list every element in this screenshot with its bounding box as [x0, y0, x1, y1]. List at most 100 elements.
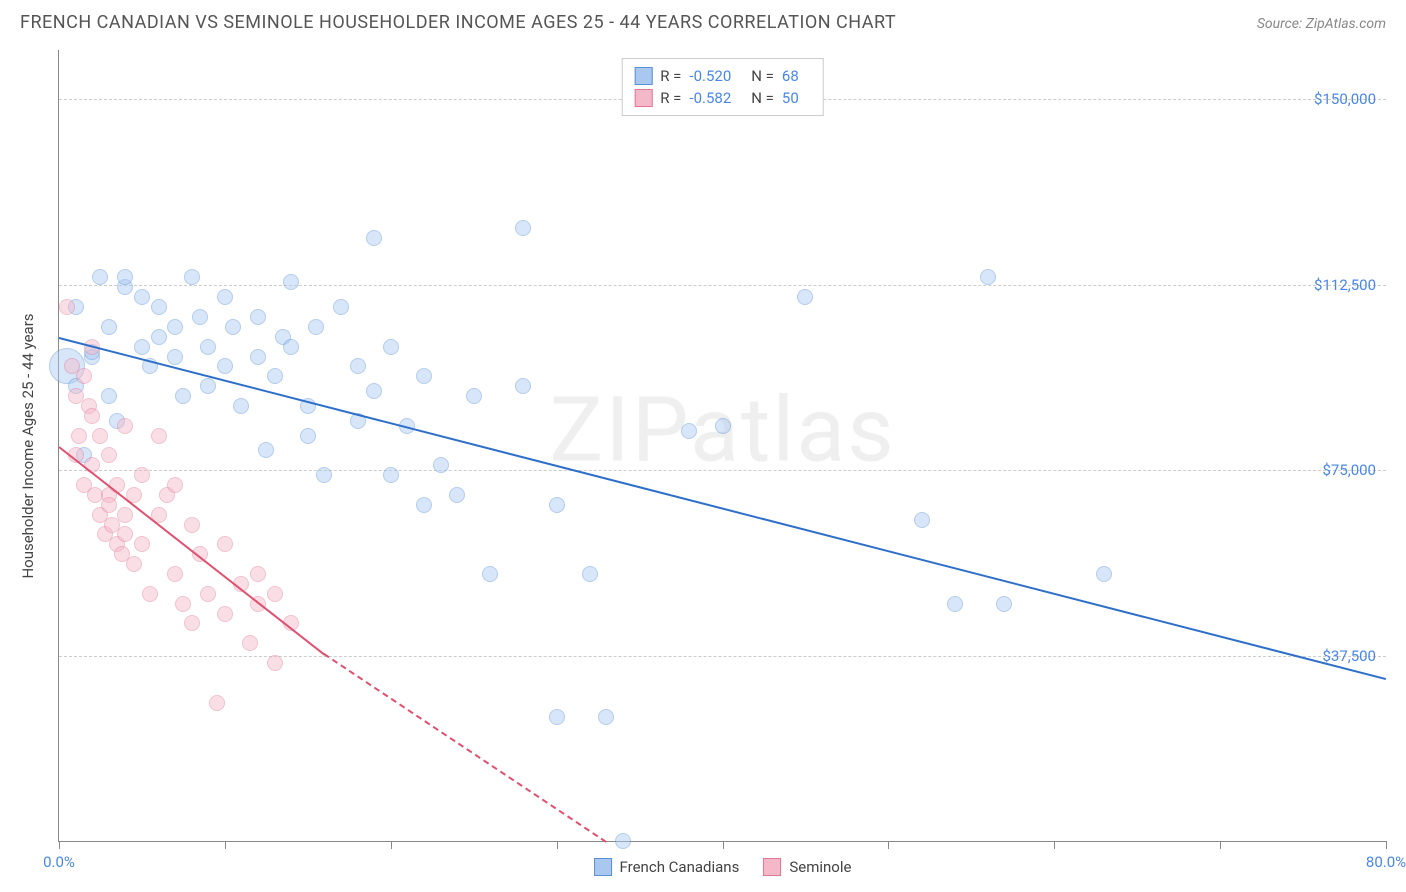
legend-item: Seminole	[763, 858, 851, 876]
scatter-point	[71, 428, 87, 444]
r-value: -0.520	[689, 67, 731, 85]
scatter-point	[258, 442, 274, 458]
x-tick	[723, 841, 724, 849]
legend-row: R =-0.520N =68	[634, 65, 811, 87]
x-tick	[888, 841, 889, 849]
n-value: 50	[782, 89, 799, 107]
scatter-point	[151, 329, 167, 345]
scatter-point	[175, 596, 191, 612]
x-tick	[59, 841, 60, 849]
scatter-point	[126, 556, 142, 572]
scatter-point	[117, 507, 133, 523]
scatter-point	[250, 349, 266, 365]
scatter-point	[217, 606, 233, 622]
scatter-point	[416, 368, 432, 384]
scatter-point	[996, 596, 1012, 612]
source-attribution: Source: ZipAtlas.com	[1257, 16, 1386, 32]
legend-swatch	[594, 858, 612, 876]
scatter-point	[316, 467, 332, 483]
scatter-point	[366, 383, 382, 399]
scatter-point	[184, 615, 200, 631]
scatter-point	[947, 596, 963, 612]
r-label: R =	[660, 89, 681, 107]
x-axis-label: 0.0%	[43, 853, 75, 871]
scatter-point	[242, 635, 258, 651]
scatter-point	[134, 289, 150, 305]
scatter-point	[167, 349, 183, 365]
y-axis-title: Householder Income Ages 25 - 44 years	[19, 313, 37, 578]
scatter-point	[283, 274, 299, 290]
scatter-point	[366, 230, 382, 246]
chart-area: Householder Income Ages 25 - 44 years ZI…	[58, 50, 1386, 842]
scatter-point	[466, 388, 482, 404]
scatter-point	[192, 309, 208, 325]
scatter-point	[333, 299, 349, 315]
n-label: N =	[751, 67, 774, 85]
scatter-point	[300, 428, 316, 444]
scatter-point	[582, 566, 598, 582]
gridline	[59, 470, 1386, 471]
scatter-point	[549, 709, 565, 725]
scatter-point	[267, 586, 283, 602]
scatter-point	[167, 477, 183, 493]
x-tick	[1220, 841, 1221, 849]
scatter-point	[134, 467, 150, 483]
scatter-point	[797, 289, 813, 305]
scatter-point	[59, 299, 75, 315]
scatter-point	[449, 487, 465, 503]
trendline	[324, 653, 607, 843]
x-tick	[1054, 841, 1055, 849]
scatter-point	[184, 269, 200, 285]
scatter-point	[515, 220, 531, 236]
scatter-point	[308, 319, 324, 335]
scatter-point	[383, 339, 399, 355]
gridline	[59, 285, 1386, 286]
source-label: Source:	[1257, 16, 1302, 32]
scatter-point	[615, 833, 631, 849]
scatter-point	[383, 467, 399, 483]
scatter-point	[225, 319, 241, 335]
legend-row: R = -0.582 N = 50	[634, 87, 811, 109]
scatter-point	[76, 368, 92, 384]
legend-swatch	[634, 67, 652, 85]
scatter-point	[117, 418, 133, 434]
scatter-point	[233, 398, 249, 414]
series-legend: French Canadians Seminole	[594, 858, 852, 876]
y-axis-label: $112,500	[1314, 276, 1376, 294]
n-label: N =	[751, 89, 774, 107]
scatter-point	[250, 566, 266, 582]
scatter-point	[209, 695, 225, 711]
scatter-point	[416, 497, 432, 513]
scatter-point	[598, 709, 614, 725]
scatter-point	[482, 566, 498, 582]
scatter-point	[134, 536, 150, 552]
scatter-point	[101, 388, 117, 404]
scatter-point	[92, 269, 108, 285]
scatter-point	[200, 339, 216, 355]
scatter-point	[350, 358, 366, 374]
x-tick	[557, 841, 558, 849]
scatter-point	[101, 447, 117, 463]
x-tick	[225, 841, 226, 849]
legend-item: French Canadians	[594, 858, 740, 876]
scatter-point	[267, 655, 283, 671]
scatter-point	[283, 339, 299, 355]
scatter-point	[200, 378, 216, 394]
r-value: -0.582	[689, 89, 731, 107]
scatter-point	[515, 378, 531, 394]
scatter-point	[217, 358, 233, 374]
scatter-point	[167, 319, 183, 335]
scatter-point	[101, 497, 117, 513]
scatter-point	[200, 586, 216, 602]
scatter-plot: ZIPatlas $37,500$75,000$112,500$150,0000…	[58, 50, 1386, 842]
scatter-point	[217, 289, 233, 305]
scatter-point	[117, 269, 133, 285]
scatter-point	[267, 368, 283, 384]
gridline	[59, 656, 1386, 657]
x-axis-label: 80.0%	[1366, 853, 1406, 871]
scatter-point	[250, 309, 266, 325]
scatter-point	[167, 566, 183, 582]
scatter-point	[151, 428, 167, 444]
scatter-point	[134, 339, 150, 355]
legend-label: French Canadians	[620, 858, 740, 876]
